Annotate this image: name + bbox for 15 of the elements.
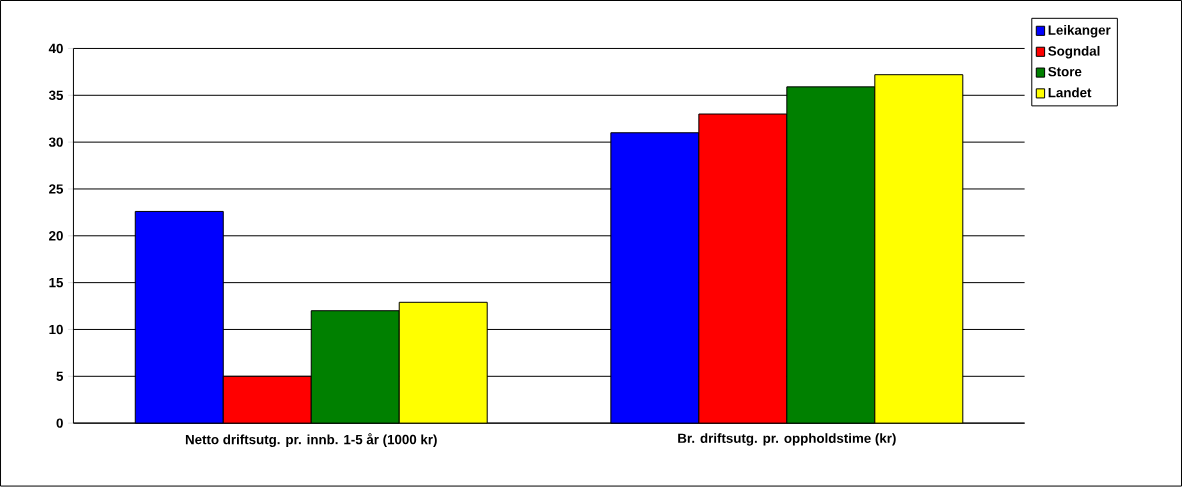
x-tick-label: Br. driftsutg. pr. oppholdstime (kr) [678,433,896,446]
legend-label: Store [1048,67,1082,77]
y-tick-label: 25 [49,184,64,194]
y-tick-label: 30 [48,137,63,148]
legend-label: Leikanger [1048,25,1111,38]
y-tick-label: 40 [48,43,63,54]
y-tick-label: 20 [49,231,63,241]
y-tick-label: 10 [49,324,63,335]
y-tick-label: 35 [48,90,64,101]
legend-label: Landet [1048,87,1092,98]
y-tick-label: 5 [56,371,64,382]
y-tick-label: 0 [56,418,63,429]
x-tick-label: Netto driftsutg. pr. innb. 1-5 år (1000 kr) [185,433,437,448]
legend-label: Sogndal [1048,46,1100,59]
y-tick-label: 15 [49,278,64,288]
